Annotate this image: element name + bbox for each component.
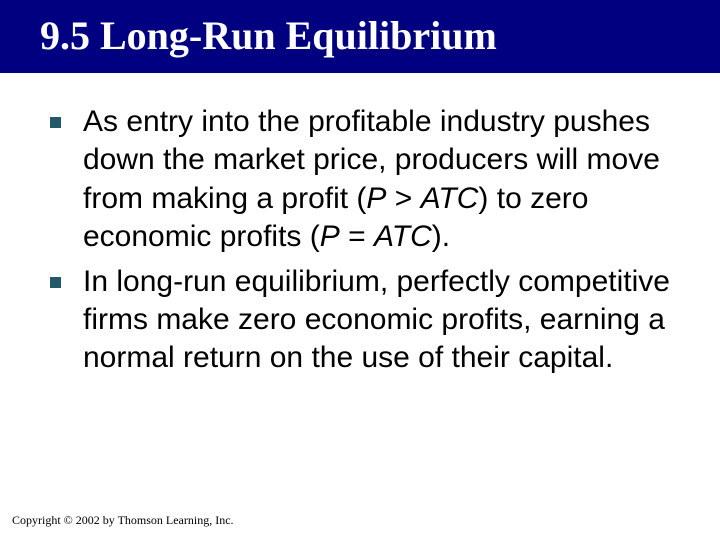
bullet-icon bbox=[50, 117, 61, 128]
copyright-footer: Copyright © 2002 by Thomson Learning, In… bbox=[12, 513, 234, 528]
slide-body: As entry into the profitable industry pu… bbox=[0, 73, 720, 378]
list-item: As entry into the profitable industry pu… bbox=[50, 103, 680, 257]
bullet-text: In long‑run equilibrium, perfectly compe… bbox=[83, 263, 680, 378]
list-item: In long‑run equilibrium, perfectly compe… bbox=[50, 263, 680, 378]
bullet-text: As entry into the profitable industry pu… bbox=[83, 103, 680, 257]
bullet-icon bbox=[50, 277, 61, 288]
slide-title: 9.5 Long-Run Equilibrium bbox=[0, 0, 720, 73]
